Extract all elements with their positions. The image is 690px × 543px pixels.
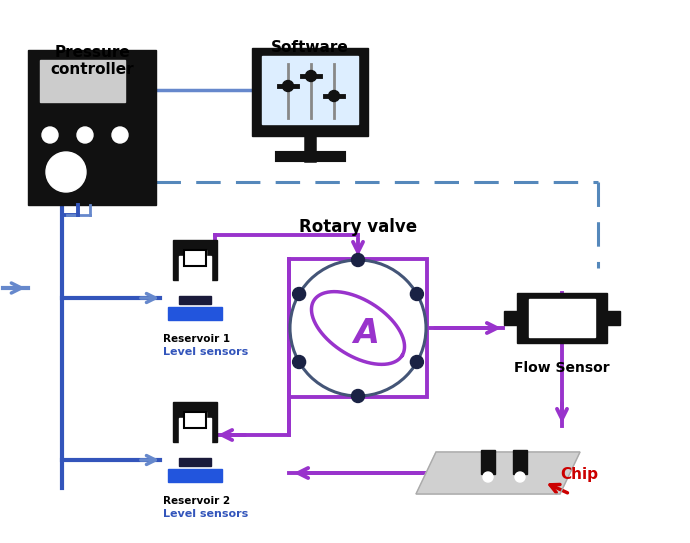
Text: Rotary valve: Rotary valve xyxy=(299,218,417,236)
Circle shape xyxy=(411,287,424,300)
Circle shape xyxy=(42,127,58,143)
Text: Software: Software xyxy=(271,40,349,55)
Text: Level sensors: Level sensors xyxy=(163,347,248,357)
Circle shape xyxy=(46,152,86,192)
Circle shape xyxy=(483,472,493,482)
Circle shape xyxy=(77,127,93,143)
Bar xyxy=(168,307,222,320)
Bar xyxy=(179,458,211,466)
Circle shape xyxy=(293,287,306,300)
Bar xyxy=(179,296,211,304)
Circle shape xyxy=(515,472,525,482)
Circle shape xyxy=(112,127,128,143)
Text: Chip: Chip xyxy=(560,466,598,482)
Polygon shape xyxy=(416,452,580,494)
Text: Reservoir 1: Reservoir 1 xyxy=(163,334,230,344)
Bar xyxy=(262,56,358,124)
Bar xyxy=(252,48,368,136)
Bar xyxy=(184,250,206,266)
Bar xyxy=(179,418,211,446)
Text: Pressure
controller: Pressure controller xyxy=(50,45,134,78)
Bar xyxy=(40,60,125,102)
Circle shape xyxy=(293,356,306,369)
Bar xyxy=(481,450,495,474)
Bar xyxy=(173,240,217,280)
Bar xyxy=(513,450,527,474)
Circle shape xyxy=(282,80,293,92)
Bar xyxy=(517,293,607,343)
Circle shape xyxy=(351,389,364,402)
Bar xyxy=(168,469,222,482)
Circle shape xyxy=(328,91,339,102)
Circle shape xyxy=(411,356,424,369)
Bar xyxy=(184,250,206,266)
Bar xyxy=(28,50,156,205)
Text: A: A xyxy=(353,317,379,350)
Bar xyxy=(179,256,211,284)
Bar xyxy=(173,402,217,442)
Circle shape xyxy=(306,71,317,81)
Text: Reservoir 2: Reservoir 2 xyxy=(163,496,230,506)
Text: Flow Sensor: Flow Sensor xyxy=(514,361,610,375)
Bar xyxy=(504,311,517,325)
Bar xyxy=(289,259,427,397)
Bar xyxy=(184,412,206,428)
Bar xyxy=(607,311,620,325)
Circle shape xyxy=(351,254,364,267)
Text: Level sensors: Level sensors xyxy=(163,509,248,519)
Bar xyxy=(529,299,595,337)
Bar xyxy=(184,412,206,428)
